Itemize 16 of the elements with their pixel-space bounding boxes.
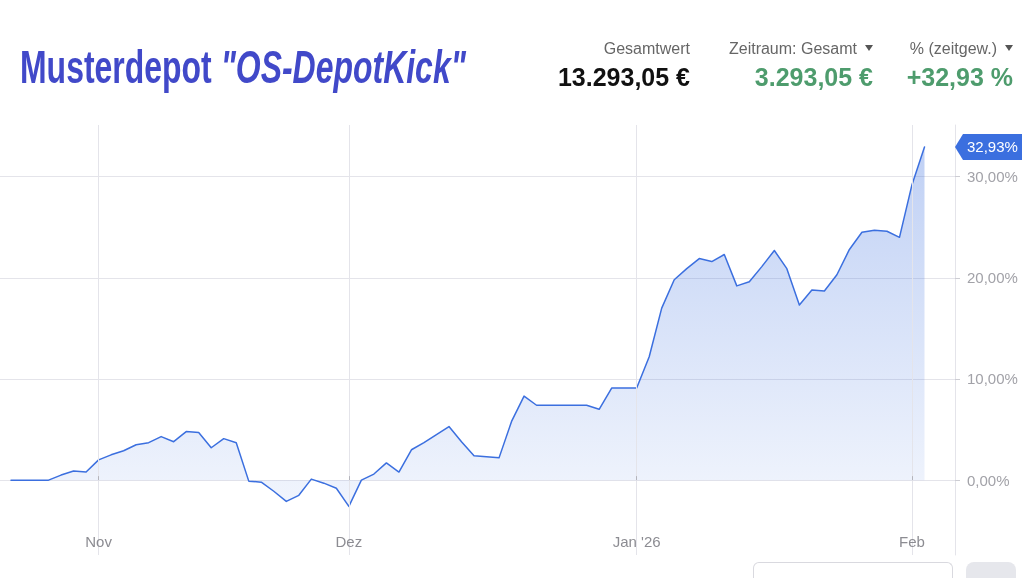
x-tick-label: Nov xyxy=(85,533,113,550)
text: Zeitraum: Gesamt xyxy=(728,40,857,57)
y-tick-label: 10,00% xyxy=(967,370,1018,388)
text: Gesamtwert xyxy=(603,40,690,57)
text: 3.293,05 € xyxy=(753,62,873,92)
text: % (zeitgew.) xyxy=(909,40,997,57)
x-tick-label: Dez xyxy=(335,533,363,550)
text: 13.293,05 € xyxy=(557,62,690,92)
chart-title: Musterdepot "OS-DepotKick" xyxy=(20,40,466,93)
x-tick-label: Feb xyxy=(899,533,925,550)
y-tick-label: 30,00% xyxy=(967,168,1018,186)
x-tick-label: Jan '26 xyxy=(612,533,661,550)
text: 32,93% xyxy=(963,133,1022,160)
y-tick-label: 20,00% xyxy=(967,269,1018,287)
text: +32,93 % xyxy=(906,62,1013,92)
y-tick-label: 0,00% xyxy=(967,471,1010,489)
